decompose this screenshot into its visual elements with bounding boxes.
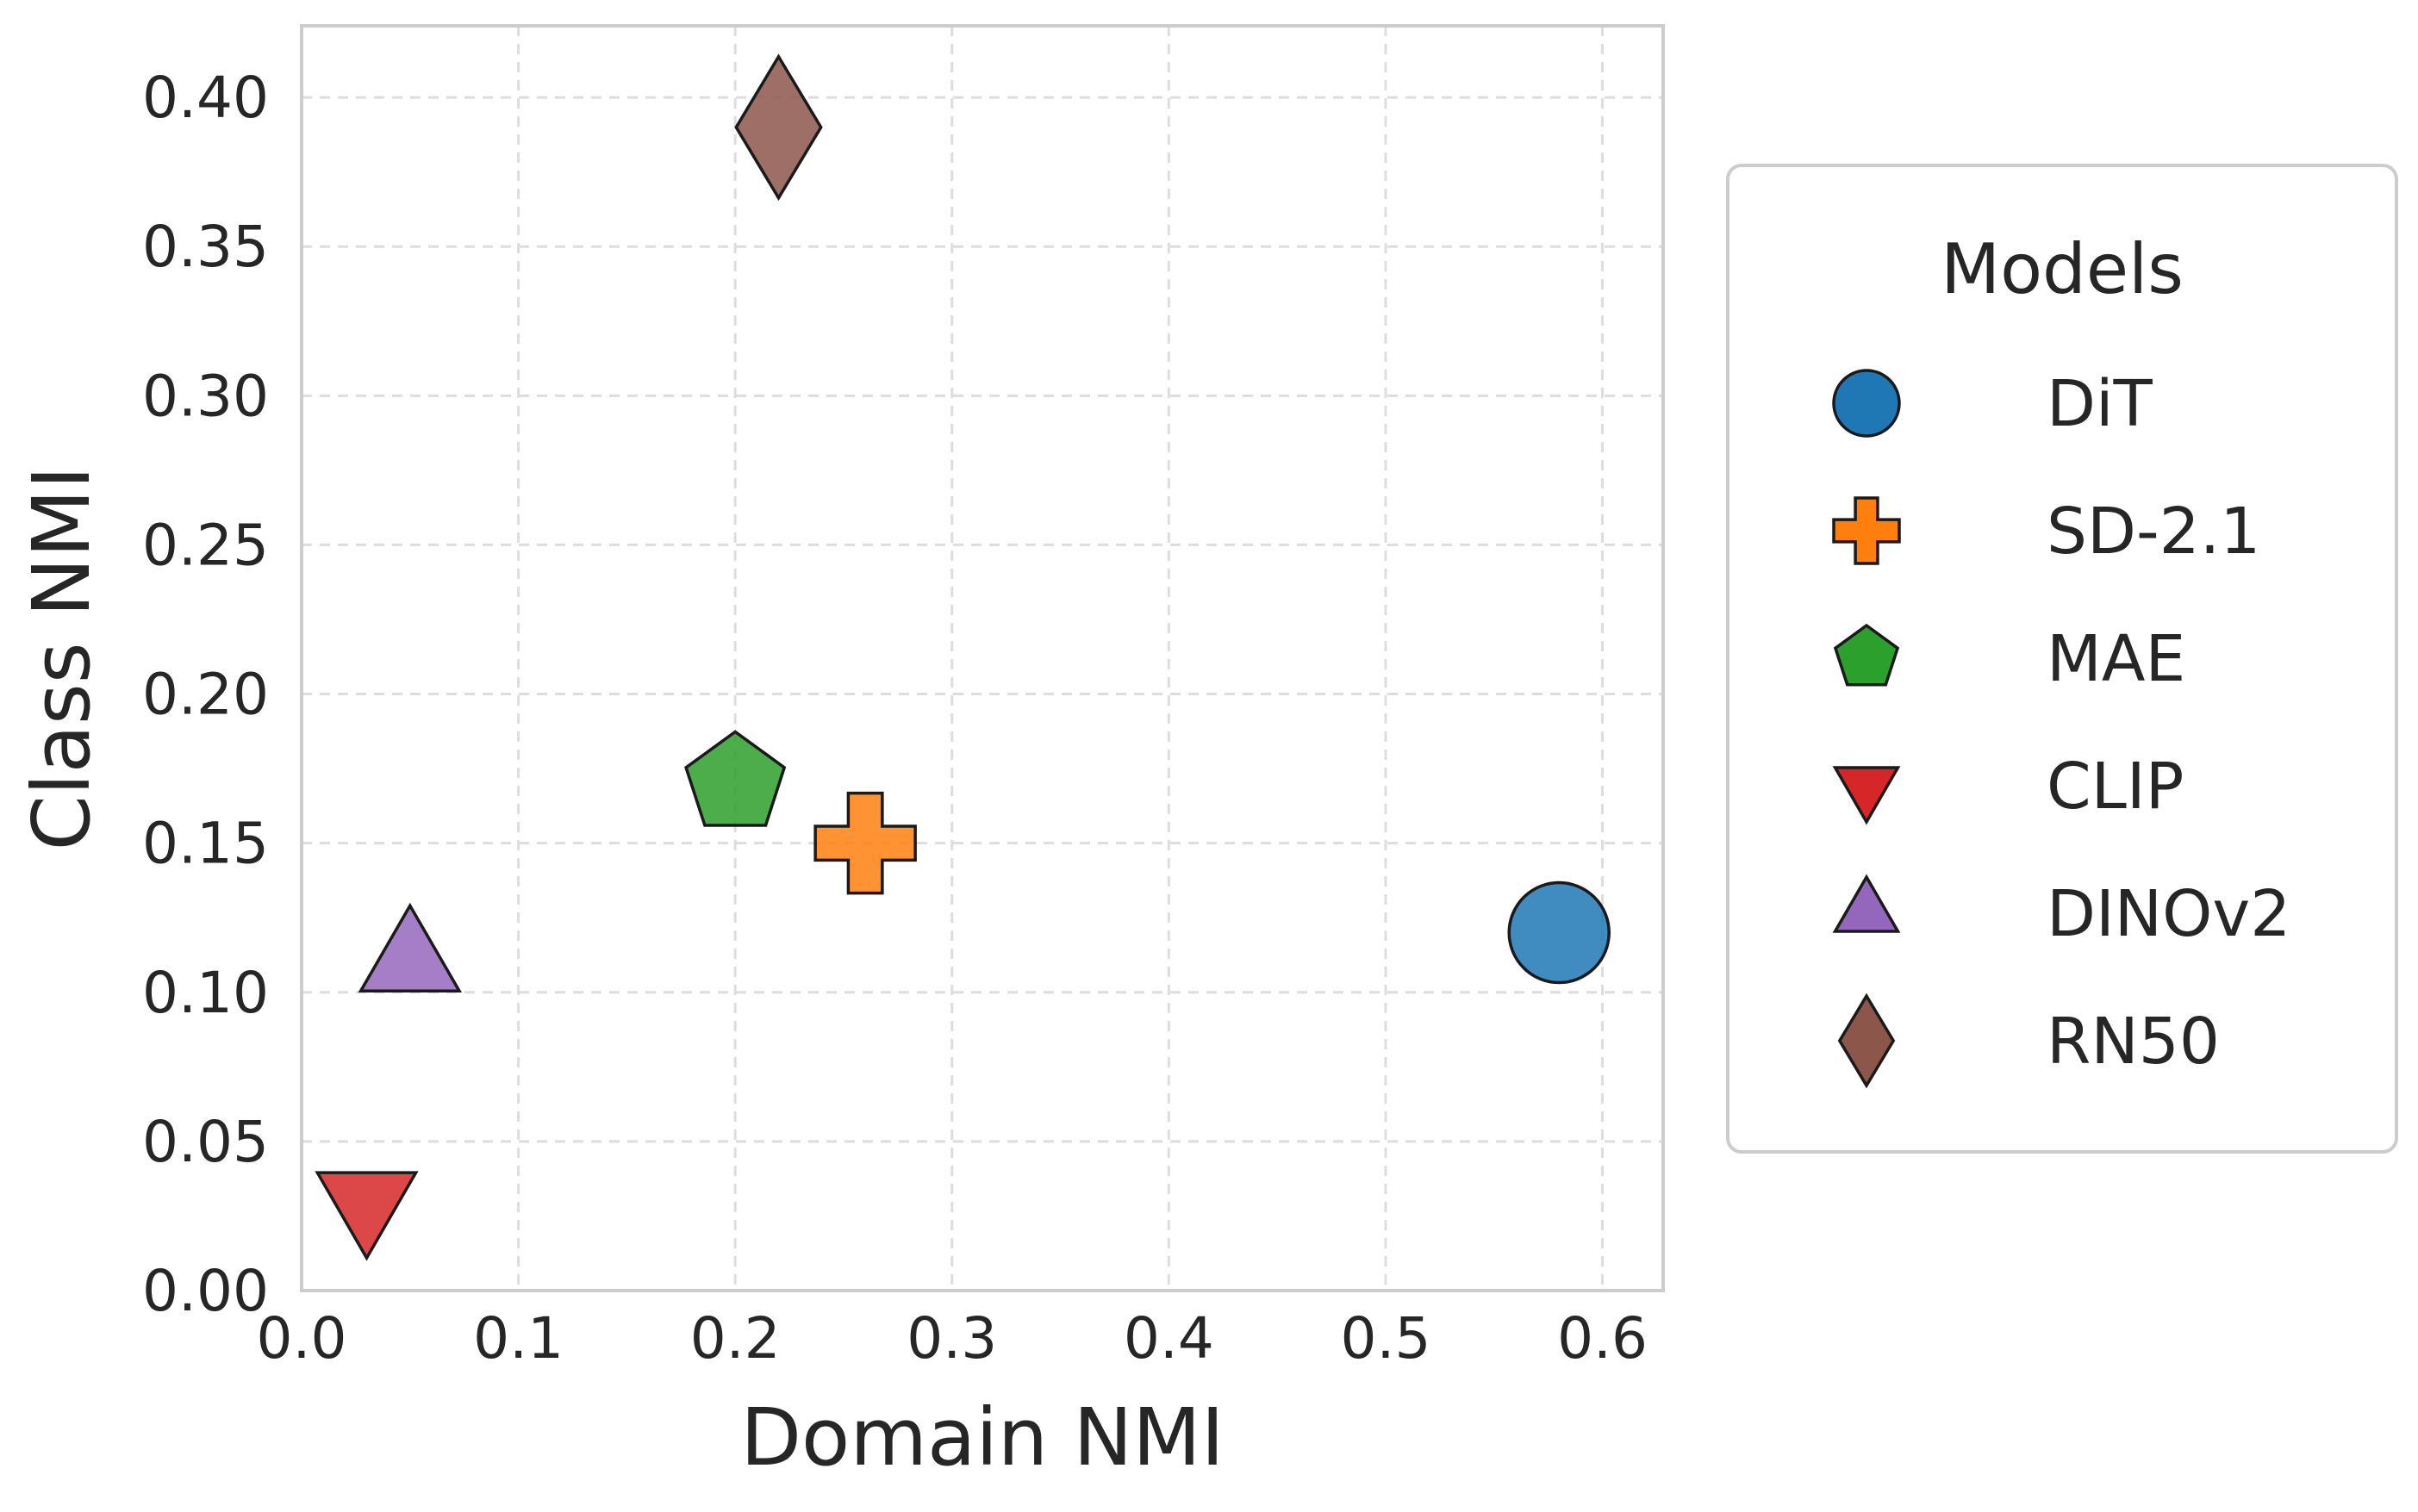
x-tick-label: 0.4 xyxy=(1124,1305,1214,1372)
x-tick-label: 0.2 xyxy=(690,1305,781,1372)
legend-label-rn50: RN50 xyxy=(2047,1005,2220,1079)
data-point-dinov2 xyxy=(358,902,463,992)
y-tick-label: 0.05 xyxy=(142,1109,269,1175)
legend-label-sd-2-1: SD-2.1 xyxy=(2047,495,2260,569)
y-tick-label: 0.10 xyxy=(142,960,269,1026)
legend-marker-clip xyxy=(1832,766,1901,825)
y-tick-label: 0.25 xyxy=(142,512,269,578)
legend-title: Models xyxy=(1941,229,2184,309)
x-tick-label: 0.6 xyxy=(1557,1305,1648,1372)
data-point-dit xyxy=(1507,880,1611,985)
legend-label-dinov2: DINOv2 xyxy=(2047,877,2290,951)
y-tick-label: 0.20 xyxy=(142,662,269,728)
y-axis-tick-labels: 0.00 0.05 0.10 0.15 0.20 0.25 0.30 0.35 0.40 xyxy=(142,65,269,1324)
legend-label-mae: MAE xyxy=(2047,622,2185,696)
legend-marker-sd-2-1 xyxy=(1832,496,1901,565)
y-tick-label: 0.30 xyxy=(142,363,269,429)
x-tick-label: 0.3 xyxy=(907,1305,997,1372)
data-points xyxy=(315,53,1611,1261)
legend-label-dit: DiT xyxy=(2047,367,2153,441)
data-point-clip xyxy=(315,1171,419,1261)
y-tick-label: 0.00 xyxy=(142,1258,269,1324)
x-axis-tick-labels: 0.0 0.1 0.2 0.3 0.4 0.5 0.6 xyxy=(257,1305,1648,1372)
legend: Models DiT SD-2.1 MAE CLIP DINOv2 RN50 xyxy=(1726,164,2398,1154)
data-point-mae xyxy=(684,730,787,827)
x-tick-label: 0.1 xyxy=(473,1305,564,1372)
y-tick-label: 0.35 xyxy=(142,214,269,280)
legend-marker-dinov2 xyxy=(1832,874,1901,933)
data-point-sd-2-1 xyxy=(813,791,917,895)
legend-marker-mae xyxy=(1833,623,1900,687)
x-axis-label: Domain NMI xyxy=(740,1391,1225,1484)
data-point-rn50 xyxy=(734,53,823,202)
legend-items: DiT SD-2.1 MAE CLIP DINOv2 RN50 xyxy=(1832,367,2290,1089)
y-tick-label: 0.15 xyxy=(142,811,269,877)
legend-marker-rn50 xyxy=(1837,992,1896,1089)
x-tick-label: 0.0 xyxy=(257,1305,347,1372)
legend-marker-dit xyxy=(1832,369,1901,438)
y-axis-label: Class NMI xyxy=(16,466,108,851)
y-tick-label: 0.40 xyxy=(142,65,269,131)
x-tick-label: 0.5 xyxy=(1340,1305,1430,1372)
plot-area-frame xyxy=(300,24,1665,1292)
legend-label-clip: CLIP xyxy=(2047,750,2184,824)
